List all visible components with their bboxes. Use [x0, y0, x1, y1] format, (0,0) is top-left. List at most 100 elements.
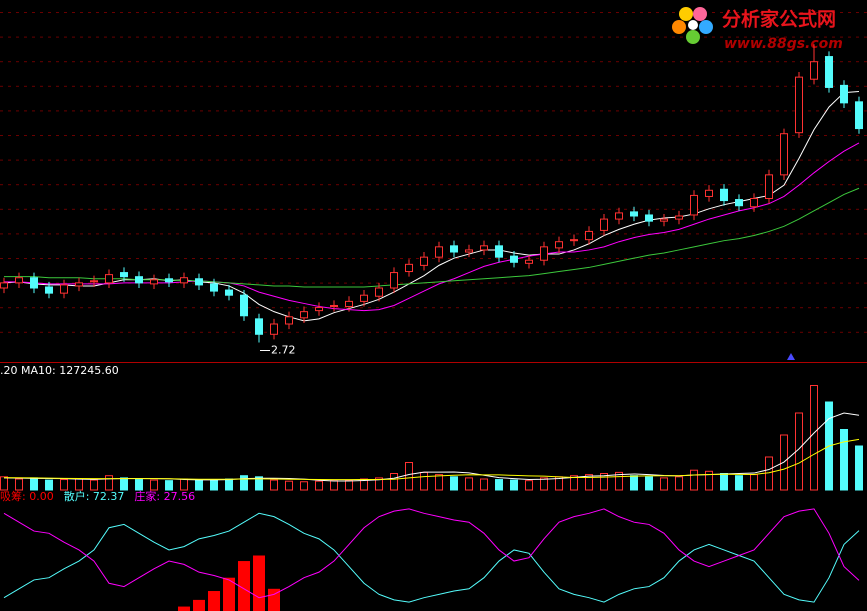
candle-body — [240, 294, 248, 317]
candle-body — [285, 316, 293, 325]
candle-body — [510, 255, 518, 263]
volume-bar — [105, 475, 113, 491]
volume-bar — [90, 479, 98, 491]
candle-body — [360, 294, 368, 302]
candle-body — [750, 198, 758, 208]
candle-body — [345, 300, 353, 308]
volume-bar — [330, 480, 338, 491]
logo: 分析家公式网 www.88gs.com — [672, 7, 843, 52]
volume-bar — [675, 476, 683, 491]
candle-body — [600, 218, 608, 231]
candle-body — [90, 280, 98, 283]
legend-entry: 吸筹: 0.00 — [0, 489, 54, 503]
indicator-bar — [208, 591, 220, 611]
series-line — [3, 91, 860, 322]
volume-bar — [540, 477, 548, 491]
legend-entry: 庄家: 27.56 — [134, 489, 195, 503]
volume-bar — [585, 474, 593, 491]
legend-entry: 散户: 72.37 — [64, 489, 125, 503]
candle-body — [435, 246, 443, 258]
candle-body — [450, 245, 458, 253]
candle-body — [720, 188, 728, 202]
volume-bar — [450, 476, 458, 491]
indicator-bar — [178, 606, 190, 611]
volume-bar — [45, 479, 53, 491]
candle-body — [30, 277, 38, 289]
volume-bar — [855, 445, 863, 491]
candle-body — [795, 76, 803, 134]
candle-body — [525, 259, 533, 264]
candle-body — [60, 284, 68, 294]
candle-body — [675, 215, 683, 220]
candle-body — [330, 304, 338, 308]
series-line — [3, 412, 860, 482]
candle-body — [825, 56, 833, 88]
series-line — [3, 512, 860, 603]
volume-bar — [375, 477, 383, 491]
volume-bar — [270, 479, 278, 491]
volume-bar — [255, 476, 263, 491]
volume-bar — [420, 471, 428, 491]
candle-body — [735, 199, 743, 207]
candle-body — [135, 276, 143, 284]
series-line — [3, 438, 860, 481]
candle-body — [765, 174, 773, 200]
candle-body — [75, 282, 83, 287]
volume-legend: .20 MA10: 127245.60 — [0, 364, 119, 377]
candle-body — [645, 214, 653, 222]
volume-bar — [570, 475, 578, 491]
candle-body — [840, 84, 848, 104]
volume-bar — [135, 479, 143, 491]
volume-bar — [495, 479, 503, 491]
candle-body — [465, 249, 473, 253]
candle-body — [120, 272, 128, 278]
volume-bar — [120, 477, 128, 491]
volume-bar — [630, 475, 638, 491]
volume-bar — [165, 480, 173, 491]
series-line — [4, 187, 860, 288]
volume-bar — [285, 480, 293, 491]
candle-body — [300, 311, 308, 319]
volume-bar — [60, 479, 68, 491]
volume-bar — [525, 480, 533, 491]
volume-bar — [75, 478, 83, 491]
candle-body — [555, 241, 563, 249]
candle-body — [690, 194, 698, 216]
volume-bar — [150, 479, 158, 491]
volume-bar — [0, 476, 8, 491]
volume-bar — [750, 474, 758, 491]
candle-body — [255, 318, 263, 335]
candle-body — [570, 239, 578, 242]
candle-body — [780, 133, 788, 176]
volume-bar — [225, 478, 233, 491]
volume-bar — [735, 475, 743, 491]
candle-body — [270, 323, 278, 335]
candle-body — [660, 218, 668, 222]
candle-body — [15, 277, 23, 284]
series-line — [3, 508, 860, 599]
volume-bar — [690, 469, 698, 491]
candle-body — [150, 279, 158, 285]
candle-body — [810, 61, 818, 80]
indicator-bar — [193, 599, 205, 611]
volume-bar — [435, 474, 443, 491]
candle-body — [615, 212, 623, 220]
marker — [787, 353, 795, 360]
candle-body — [705, 189, 713, 197]
volume-bar — [645, 476, 653, 491]
candle-body — [210, 283, 218, 292]
candle-body — [480, 245, 488, 251]
candle-body — [0, 282, 8, 289]
candle-body — [495, 245, 503, 258]
volume-bar — [210, 479, 218, 491]
volume-bar — [480, 478, 488, 491]
candle-body — [390, 272, 398, 289]
candle-body — [375, 287, 383, 297]
volume-bar — [465, 477, 473, 491]
candle-body — [630, 211, 638, 217]
candle-body — [180, 277, 188, 284]
candle-body — [585, 230, 593, 241]
volume-bar — [720, 473, 728, 491]
